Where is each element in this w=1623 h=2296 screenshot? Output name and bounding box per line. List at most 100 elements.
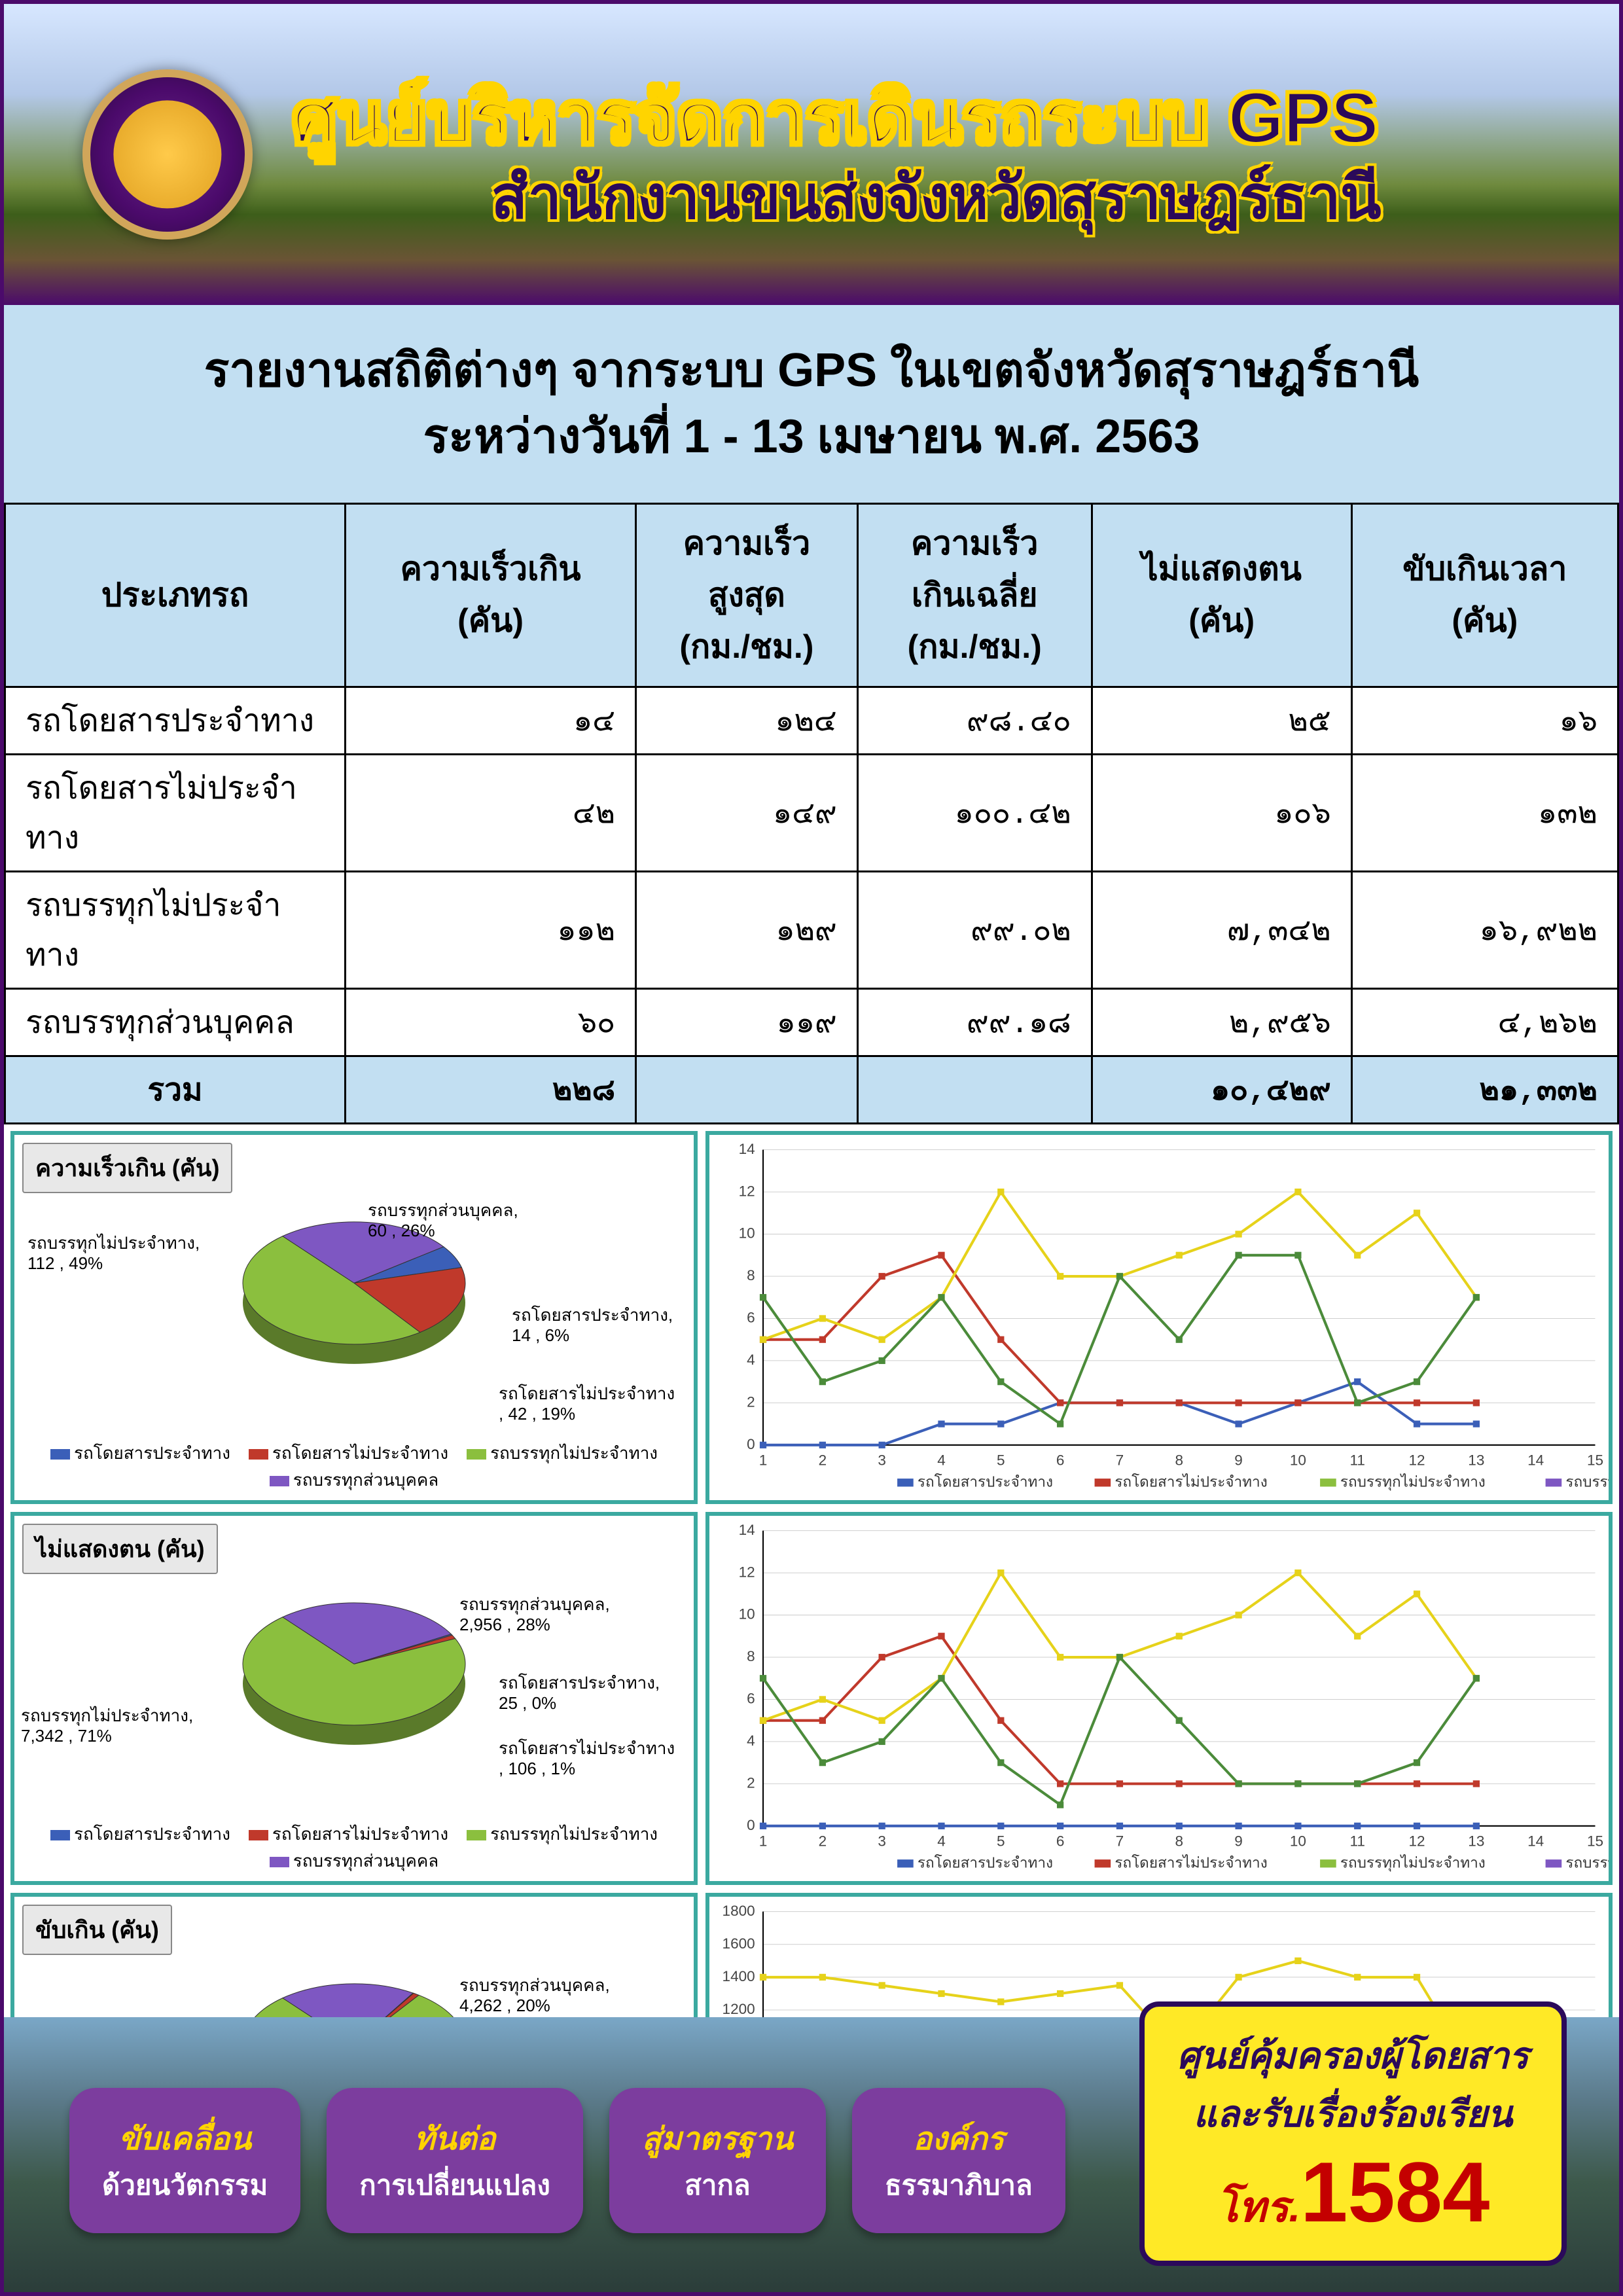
legend-item: รถบรรทุกไม่ประจำทาง: [467, 1440, 658, 1467]
svg-text:รถโดยสารไม่ประจำทาง: รถโดยสารไม่ประจำทาง: [1115, 1473, 1267, 1490]
svg-text:5: 5: [997, 1452, 1005, 1468]
table-head: ประเภทรถความเร็วเกิน(คัน)ความเร็วสูงสุด(…: [5, 503, 1618, 687]
svg-text:1: 1: [759, 1833, 768, 1849]
pie-slice-label: รถโดยสารประจำทาง,14 , 6%: [512, 1305, 673, 1346]
svg-text:12: 12: [1408, 1452, 1425, 1468]
svg-text:1400: 1400: [722, 1968, 755, 1984]
svg-text:รถบรรทุกส่วนบุคคล: รถบรรทุกส่วนบุคคล: [1565, 1473, 1609, 1490]
table-total-row: รวม ๒๒๘ ๑๐,๔๒๙ ๒๑,๓๓๒: [5, 1056, 1618, 1123]
cell: ๑๑๙: [636, 988, 858, 1056]
cell: ๑๖,๙๒๒: [1351, 871, 1618, 988]
cell: ๒๑,๓๓๒: [1351, 1056, 1618, 1123]
svg-text:0: 0: [747, 1436, 755, 1452]
legend-item: รถบรรทุกไม่ประจำทาง: [467, 1821, 658, 1848]
cell: [636, 1056, 858, 1123]
pie-slice-label: รถโดยสารไม่ประจำทาง, 106 , 1%: [499, 1738, 675, 1779]
table-header-cell: ไม่แสดงตน(คัน): [1092, 503, 1351, 687]
row-label: รถโดยสารไม่ประจำทาง: [5, 754, 346, 871]
svg-text:รถโดยสารไม่ประจำทาง: รถโดยสารไม่ประจำทาง: [1115, 1854, 1267, 1871]
table-row: รถโดยสารประจำทาง ๑๔ ๑๒๔ ๙๘.๔๐ ๒๕ ๑๖: [5, 687, 1618, 754]
legend-item: รถโดยสารประจำทาง: [50, 1821, 230, 1848]
cell: ๑๔๙: [636, 754, 858, 871]
chart-row: ความเร็วเกิน (คัน) รถบรรทุกส่วนบุคคล,60 …: [10, 1131, 1613, 1504]
pie-wrap: รถบรรทุกส่วนบุคคล,60 , 26% รถโดยสารประจำท…: [14, 1194, 694, 1443]
legend-item: รถบรรทุกส่วนบุคคล: [270, 1848, 439, 1874]
hotline-tel: โทร.1584: [1177, 2143, 1529, 2241]
svg-text:รถบรรทุกไม่ประจำทาง: รถบรรทุกไม่ประจำทาง: [1340, 1473, 1486, 1490]
line-chart-box: 02468101214123456789101112131415รถโดยสาร…: [705, 1512, 1613, 1885]
svg-text:6: 6: [747, 1690, 755, 1706]
svg-text:14: 14: [739, 1521, 755, 1537]
svg-text:1600: 1600: [722, 1935, 755, 1952]
pill-top: ขับเคลื่อน: [102, 2114, 268, 2164]
svg-text:4: 4: [937, 1452, 946, 1468]
cell: ๒๒๘: [346, 1056, 636, 1123]
svg-text:1: 1: [759, 1452, 768, 1468]
svg-text:11: 11: [1350, 1452, 1365, 1468]
svg-text:13: 13: [1468, 1452, 1484, 1468]
cell: ๑๔: [346, 687, 636, 754]
report-title-line2: ระหว่างวันที่ 1 - 13 เมษายน พ.ศ. 2563: [56, 404, 1567, 470]
seal-logo: [82, 69, 253, 240]
svg-text:6: 6: [1056, 1833, 1065, 1849]
footer-pill: ทันต่อการเปลี่ยนแปลง: [327, 2088, 583, 2233]
svg-text:15: 15: [1587, 1833, 1603, 1849]
footer-pill: ขับเคลื่อนด้วยนวัตกรรม: [69, 2088, 300, 2233]
pie-slice-label: รถบรรทุกส่วนบุคคล,60 , 26%: [368, 1200, 518, 1241]
svg-text:7: 7: [1116, 1452, 1124, 1468]
table-header-cell: ความเร็วเกิน(คัน): [346, 503, 636, 687]
cell: ๑๖: [1351, 687, 1618, 754]
svg-text:10: 10: [739, 1605, 755, 1622]
banner-titles: ศูนย์บริหารจัดการเดินรถระบบ GPS สำนักงาน…: [253, 75, 1619, 234]
table-header-cell: ประเภทรถ: [5, 503, 346, 687]
legend-item: รถโดยสารไม่ประจำทาง: [249, 1440, 448, 1467]
svg-text:10: 10: [739, 1225, 755, 1241]
cell: ๔๒: [346, 754, 636, 871]
cell: ๗,๓๔๒: [1092, 871, 1351, 988]
svg-text:1200: 1200: [722, 2001, 755, 2017]
svg-text:15: 15: [1587, 1452, 1603, 1468]
cell: ๖๐: [346, 988, 636, 1056]
svg-text:12: 12: [739, 1564, 755, 1580]
table-row: รถโดยสารไม่ประจำทาง ๔๒ ๑๔๙ ๑๐๐.๔๒ ๑๐๖ ๑๓…: [5, 754, 1618, 871]
footer-pill: องค์กรธรรมาภิบาล: [852, 2088, 1065, 2233]
cell: ๑๐,๔๒๙: [1092, 1056, 1351, 1123]
report-title-band: รายงานสถิติต่างๆ จากระบบ GPS ในเขตจังหวั…: [4, 305, 1619, 503]
pill-bottom: การเปลี่ยนแปลง: [359, 2164, 550, 2207]
pill-bottom: ด้วยนวัตกรรม: [102, 2164, 268, 2207]
cell: ๙๙.๐๒: [857, 871, 1092, 988]
svg-text:10: 10: [1290, 1833, 1306, 1849]
pie-title: ขับเกิน (คัน): [22, 1905, 172, 1955]
legend-item: รถโดยสารไม่ประจำทาง: [249, 1821, 448, 1848]
cell: ๒,๙๕๖: [1092, 988, 1351, 1056]
table-row: รถบรรทุกไม่ประจำทาง ๑๑๒ ๑๒๙ ๙๙.๐๒ ๗,๓๔๒ …: [5, 871, 1618, 988]
svg-text:3: 3: [878, 1452, 886, 1468]
svg-text:8: 8: [747, 1267, 755, 1283]
svg-text:10: 10: [1290, 1452, 1306, 1468]
cell: ๙๙.๑๘: [857, 988, 1092, 1056]
pie-slice-label: รถโดยสารไม่ประจำทาง, 42 , 19%: [499, 1384, 675, 1424]
svg-text:รถโดยสารประจำทาง: รถโดยสารประจำทาง: [918, 1473, 1053, 1490]
pie-chart-box: ไม่แสดงตน (คัน) รถบรรทุกส่วนบุคคล,2,956 …: [10, 1512, 698, 1885]
cell: ๑๒๙: [636, 871, 858, 988]
cell: ๑๓๒: [1351, 754, 1618, 871]
row-label: รถบรรทุกไม่ประจำทาง: [5, 871, 346, 988]
svg-text:6: 6: [1056, 1452, 1065, 1468]
pie-slice-label: รถบรรทุกส่วนบุคคล,2,956 , 28%: [459, 1594, 610, 1635]
stats-table: ประเภทรถความเร็วเกิน(คัน)ความเร็วสูงสุด(…: [4, 503, 1619, 1124]
svg-text:8: 8: [747, 1648, 755, 1664]
pie-slice-label: รถโดยสารประจำทาง,25 , 0%: [499, 1673, 660, 1713]
svg-text:14: 14: [739, 1140, 755, 1157]
svg-text:5: 5: [997, 1833, 1005, 1849]
svg-text:รถโดยสารประจำทาง: รถโดยสารประจำทาง: [918, 1854, 1053, 1871]
pill-top: องค์กร: [885, 2114, 1033, 2164]
pie-slice-label: รถบรรทุกส่วนบุคคล,4,262 , 20%: [459, 1975, 610, 2016]
svg-text:9: 9: [1234, 1452, 1243, 1468]
pie-title: ความเร็วเกิน (คัน): [22, 1143, 232, 1193]
svg-text:4: 4: [937, 1833, 946, 1849]
svg-text:2: 2: [819, 1833, 827, 1849]
cell: [857, 1056, 1092, 1123]
banner-subtitle: สำนักงานขนส่งจังหวัดสุราษฎร์ธานี: [292, 162, 1580, 234]
svg-text:7: 7: [1116, 1833, 1124, 1849]
table-header-cell: ความเร็วเกินเฉลี่ย(กม./ชม.): [857, 503, 1092, 687]
